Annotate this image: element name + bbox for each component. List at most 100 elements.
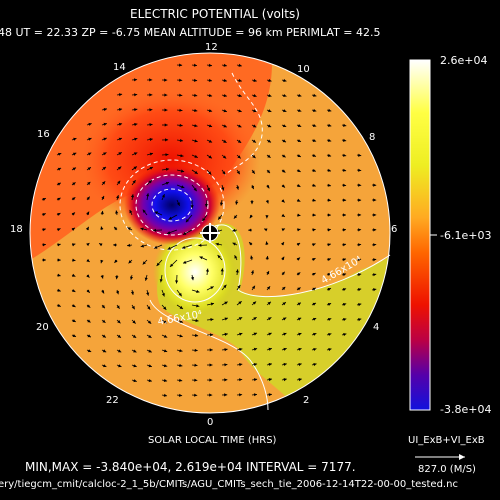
velocity-arrow-head xyxy=(57,288,61,292)
velocity-arrow-head xyxy=(327,288,331,291)
velocity-arrow-head xyxy=(134,93,138,97)
velocity-arrow-head xyxy=(73,137,77,141)
velocity-arrow-head xyxy=(239,363,243,367)
velocity-arrow-head xyxy=(194,363,198,367)
velocity-arrow-head xyxy=(208,171,212,175)
velocity-arrow-head xyxy=(179,363,183,367)
velocity-arrow-head xyxy=(357,288,362,292)
hour-label-22: 22 xyxy=(106,395,119,406)
velocity-arrow-head xyxy=(266,286,271,290)
velocity-arrow-head xyxy=(268,378,272,382)
velocity-arrow-head xyxy=(357,258,362,262)
velocity-arrow-head xyxy=(342,258,346,262)
velocity-arrow-head xyxy=(238,301,242,305)
velocity-arrow-head xyxy=(194,139,198,143)
velocity-arrow-head xyxy=(57,213,61,216)
velocity-arrow-head xyxy=(297,124,302,127)
velocity-arrow-head xyxy=(72,319,76,322)
velocity-arrow-head xyxy=(297,317,302,321)
velocity-arrow-head xyxy=(239,332,243,336)
velocity-arrow-head xyxy=(132,180,136,184)
velocity-arrow-head xyxy=(164,93,168,97)
velocity-arrow-head xyxy=(297,154,301,157)
velocity-arrow-head xyxy=(249,214,253,219)
velocity-arrow-head xyxy=(312,153,316,157)
velocity-arrow-head xyxy=(128,260,132,264)
velocity-arrow-head xyxy=(71,212,75,216)
velocity-arrow-head xyxy=(149,137,153,142)
velocity-arrow-head xyxy=(238,78,242,82)
velocity-arrow-head xyxy=(72,167,76,171)
velocity-arrow-head xyxy=(129,209,133,214)
velocity-arrow-head xyxy=(149,78,153,82)
velocity-arrow-head xyxy=(179,63,183,67)
velocity-arrow-head xyxy=(142,209,146,213)
plot-title: ELECTRIC POTENTIAL (volts) xyxy=(130,7,300,21)
x-axis-label: SOLAR LOCAL TIME (HRS) xyxy=(148,435,277,446)
colorbar-min-label: -3.8e+04 xyxy=(440,403,492,416)
velocity-arrow-head xyxy=(342,243,346,247)
velocity-arrow-head xyxy=(193,187,197,192)
velocity-arrow-head xyxy=(268,347,272,351)
velocity-arrow-head xyxy=(209,393,213,397)
velocity-arrow-head xyxy=(312,198,316,202)
velocity-arrow-head xyxy=(327,183,331,187)
velocity-arrow-head xyxy=(327,273,331,276)
velocity-arrow-head xyxy=(86,274,90,278)
velocity-arrow-head xyxy=(198,243,202,247)
vector-scale-arrow xyxy=(415,454,465,460)
velocity-arrow-head xyxy=(86,289,90,293)
velocity-arrow-head xyxy=(253,393,257,397)
velocity-arrow-head xyxy=(100,259,104,264)
velocity-arrow-head xyxy=(343,213,346,217)
velocity-arrow-head xyxy=(101,304,105,309)
velocity-arrow-head xyxy=(297,228,301,232)
velocity-arrow-head xyxy=(250,201,254,205)
velocity-arrow-head xyxy=(193,78,198,82)
velocity-arrow-head xyxy=(116,305,120,309)
velocity-arrow-head xyxy=(282,286,286,291)
velocity-arrow-head xyxy=(149,108,153,112)
velocity-arrow-head xyxy=(373,198,377,202)
velocity-arrow-head xyxy=(253,347,258,351)
velocity-arrow-head xyxy=(179,319,183,323)
velocity-arrow-head xyxy=(100,226,104,230)
velocity-arrow-head xyxy=(148,334,152,338)
hour-label-20: 20 xyxy=(36,322,49,333)
velocity-arrow-head xyxy=(88,137,92,141)
velocity-arrow-head xyxy=(342,138,347,142)
velocity-arrow-head xyxy=(183,231,187,235)
velocity-arrow-head xyxy=(358,198,362,202)
velocity-arrow-head xyxy=(327,138,332,142)
velocity-arrow-head xyxy=(179,93,183,97)
velocity-arrow-head xyxy=(327,123,332,127)
velocity-vectors xyxy=(41,63,377,397)
velocity-arrow-head xyxy=(267,124,272,128)
velocity-arrow-head xyxy=(327,243,331,247)
velocity-arrow-head xyxy=(148,364,152,368)
velocity-arrow-head xyxy=(268,78,272,82)
velocity-arrow-head xyxy=(127,243,131,247)
velocity-arrow-head xyxy=(149,123,153,127)
velocity-arrow-head xyxy=(134,137,138,141)
velocity-arrow-head xyxy=(176,202,180,206)
velocity-arrow-head xyxy=(282,302,286,306)
velocity-arrow-head xyxy=(343,318,347,322)
velocity-arrow-head xyxy=(72,273,76,277)
velocity-arrow-head xyxy=(298,332,302,336)
velocity-arrow-head xyxy=(297,287,301,291)
velocity-arrow-head xyxy=(149,152,153,156)
velocity-arrow-head xyxy=(87,334,91,338)
velocity-arrow-head xyxy=(312,243,316,247)
velocity-arrow-head xyxy=(222,155,227,159)
velocity-arrow-head xyxy=(313,332,317,336)
velocity-arrow-head xyxy=(297,184,301,187)
velocity-arrow-head xyxy=(373,243,377,247)
velocity-arrow-head xyxy=(327,258,331,262)
velocity-arrow-head xyxy=(114,259,118,263)
velocity-arrow-head xyxy=(118,152,122,156)
velocity-arrow-head xyxy=(342,273,347,277)
velocity-arrow-head xyxy=(196,289,200,293)
velocity-arrow-head xyxy=(193,63,197,67)
